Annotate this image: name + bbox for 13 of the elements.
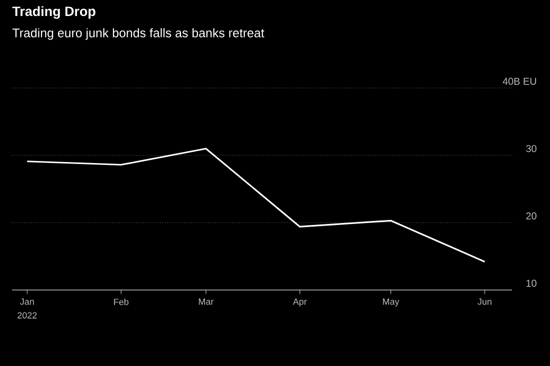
x-tick-label: Feb: [114, 298, 128, 306]
y-tick-label: 40B EU: [502, 78, 536, 85]
text: 2022: [18, 312, 37, 319]
y-tick-label: 10: [526, 280, 536, 287]
x-tick-label: May: [383, 298, 400, 307]
x-tick-label: Mar: [198, 298, 214, 305]
chart-title: Trading Drop: [12, 6, 96, 19]
chart-subtitle: Trading euro junk bonds falls as banks retreat: [12, 28, 264, 40]
y-tick-label: 20: [526, 212, 536, 220]
x-tick-label: Apr: [292, 298, 307, 307]
x-tick-label: Jun: [478, 298, 492, 305]
y-tick-label: 30: [526, 145, 536, 152]
x-tick-label: Jan: [20, 298, 34, 305]
